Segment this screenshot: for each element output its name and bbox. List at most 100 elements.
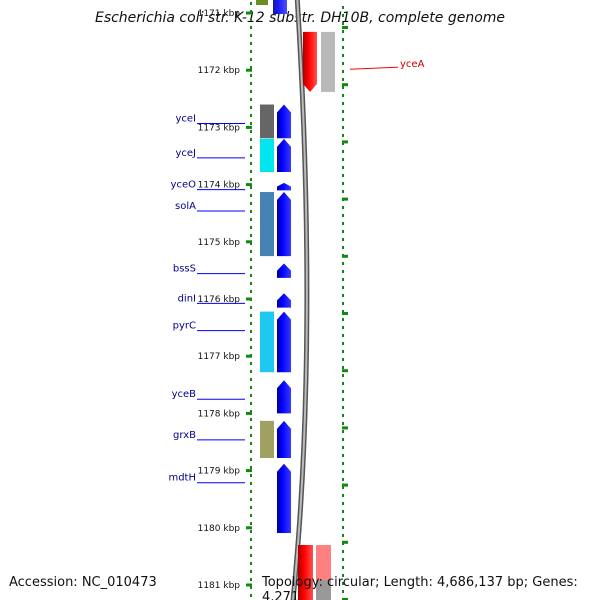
ruler-dot-left	[250, 554, 252, 557]
tick-mark	[246, 526, 252, 530]
tick-mark	[246, 354, 252, 358]
genome-backbone	[290, 0, 310, 600]
ruler-dot-right	[342, 110, 344, 113]
ruler-dot-left	[250, 538, 252, 541]
gene-label-yceJ: yceJ	[175, 148, 196, 159]
ruler-dot-left	[250, 26, 252, 29]
ruler-dot-left	[250, 466, 252, 469]
ruler-dot-right	[342, 142, 344, 145]
tick-label: 1181 kbp	[198, 581, 241, 591]
ruler-dot-left	[250, 82, 252, 85]
tick-mark	[246, 411, 252, 415]
tick-mark	[246, 469, 252, 473]
ruler-dot-right	[342, 414, 344, 417]
ruler-dot-right	[342, 550, 344, 553]
gene-arrow-yceJ	[277, 138, 291, 173]
ruler-dot-left	[250, 250, 252, 253]
ruler-dot-right	[342, 54, 344, 57]
ruler-dot-left	[250, 74, 252, 77]
ruler-dot-left	[250, 202, 252, 205]
gene-label-grxB: grxB	[173, 430, 196, 441]
ruler-dot-right	[342, 70, 344, 73]
ruler-dot-right	[342, 302, 344, 305]
tick-mark-right	[342, 540, 348, 544]
tick-mark-right	[342, 598, 348, 600]
tick-mark-right	[342, 83, 348, 87]
ruler-dot-left	[250, 594, 252, 597]
ruler-dot-left	[250, 562, 252, 565]
gene-label-line-yceA	[349, 66, 399, 70]
ruler-dot-left	[250, 314, 252, 317]
ruler-dot-left	[250, 522, 252, 525]
ruler-dot-left	[250, 266, 252, 269]
ruler-dot-right	[342, 430, 344, 433]
gene-arrow-bssS	[277, 263, 291, 278]
ruler-dot-left	[250, 586, 252, 589]
gene-label-dinI: dinI	[178, 293, 196, 304]
ruler-dot-left	[250, 274, 252, 277]
gene-label-yceB: yceB	[172, 389, 197, 400]
ruler-dot-right	[342, 158, 344, 161]
ruler-dot-right	[342, 14, 344, 17]
ruler-dot-right	[342, 286, 344, 289]
ruler-dot-right	[342, 558, 344, 561]
ruler-dot-right	[342, 406, 344, 409]
tick-label: 1177 kbp	[198, 352, 241, 362]
gene-arrow-yceO	[277, 182, 291, 191]
ruler-dot-left	[250, 386, 252, 389]
ruler-dot-right	[342, 230, 344, 233]
ruler-dot-right	[342, 278, 344, 281]
ruler-dot-left	[250, 282, 252, 285]
ruler-dot-left	[250, 226, 252, 229]
ruler-dot-right	[342, 262, 344, 265]
edge-gene-top	[273, 0, 287, 14]
gene-arrow-yceB	[277, 380, 291, 414]
ruler-dot-left	[250, 322, 252, 325]
tick-mark	[246, 11, 252, 15]
ruler-dot-left	[250, 346, 252, 349]
ruler-dot-left	[250, 130, 252, 133]
ruler-dot-right	[342, 454, 344, 457]
ruler-dot-left	[250, 514, 252, 517]
ruler-dot-left	[250, 506, 252, 509]
cog-box-yceA	[321, 31, 335, 92]
ruler-dot-left	[250, 34, 252, 37]
ruler-dot-left	[250, 482, 252, 485]
ruler-dot-left	[250, 474, 252, 477]
ruler-dot-left	[250, 90, 252, 93]
ruler-dot-right	[342, 526, 344, 529]
edge-cog-bottom-grey	[316, 580, 331, 600]
gene-arrow-mdtH	[277, 463, 291, 533]
cog-box-yceI	[260, 104, 274, 139]
gene-label-yceI: yceI	[175, 114, 196, 125]
tick-mark-right	[342, 26, 348, 29]
tick-label: 1175 kbp	[198, 238, 241, 248]
ruler-dot-left	[250, 42, 252, 45]
gene-label-yceO: yceO	[171, 180, 197, 191]
topology-label: Topology: circular; Length: 4,686,137 bp…	[262, 575, 578, 600]
cog-box-yceJ	[260, 138, 274, 173]
edge-cog-box-top	[256, 0, 268, 5]
gene-arrow-yceA	[303, 31, 317, 92]
ruler-dot-left	[250, 290, 252, 293]
ruler-dot-right	[342, 118, 344, 121]
ruler-dot-right	[342, 534, 344, 537]
ruler-dot-left	[250, 442, 252, 445]
tick-label: 1172 kbp	[198, 66, 241, 76]
ruler-dot-left	[250, 570, 252, 573]
genome-backbone-highlight	[291, 0, 308, 600]
ruler-dot-right	[342, 382, 344, 385]
tick-label: 1171 kbp	[198, 9, 241, 19]
ruler-dot-left	[250, 138, 252, 141]
ruler-dot-right	[342, 350, 344, 353]
tick-mark	[246, 583, 252, 587]
tick-mark-right	[342, 140, 348, 144]
ruler-dot-right	[342, 238, 344, 241]
ruler-dot-right	[342, 366, 344, 369]
gene-arrow-solA	[277, 192, 291, 257]
ruler-dot-left	[250, 162, 252, 165]
tick-label: 1180 kbp	[198, 524, 241, 534]
ruler-dot-left	[250, 370, 252, 373]
